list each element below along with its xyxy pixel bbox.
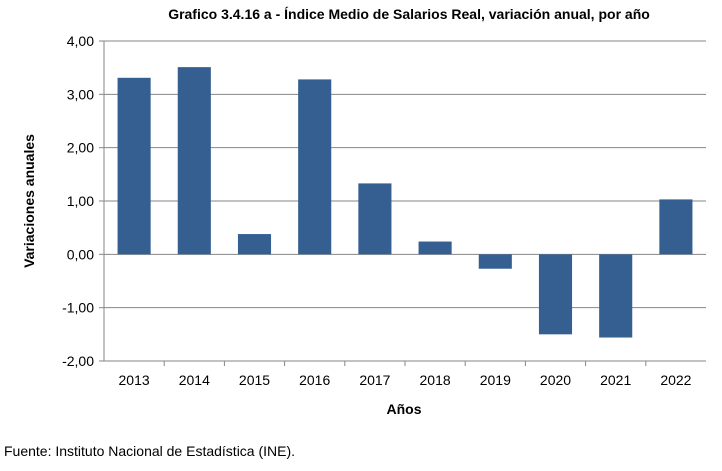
bars [117,67,693,338]
bar-2013 [117,77,151,255]
x-tick-label: 2015 [239,372,270,388]
y-tick-label: 1,00 [67,193,94,209]
x-tick-label: 2020 [540,372,571,388]
x-tick-label: 2022 [660,372,691,388]
y-tick-labels: -2,00 -1,00 0,00 1,00 2,00 3,00 4,00 [62,33,94,369]
source-note: Fuente: Instituto Nacional de Estadístic… [4,443,296,459]
bar-2021 [599,254,633,338]
bar-2014 [177,67,211,255]
x-tick-label: 2013 [119,372,150,388]
y-tick-label: -2,00 [62,353,94,369]
bar-2015 [237,234,272,255]
bar-2020 [538,254,573,335]
bar-2018 [418,241,452,255]
x-tick-label: 2017 [359,372,390,388]
x-tick-label: 2016 [299,372,330,388]
axes [103,41,706,366]
x-tick-label: 2018 [420,372,451,388]
y-tick-label: 2,00 [67,140,94,156]
chart-title: Grafico 3.4.16 a - Índice Medio de Salar… [168,6,650,22]
y-tick-label: -1,00 [62,300,94,316]
bar-2019 [478,254,512,269]
x-tick-label: 2021 [600,372,631,388]
y-axis-title: Variaciones anuales [21,134,37,268]
x-tick-labels: 2013 2014 2015 2016 2017 2018 2019 2020 2021 2022 [119,372,692,388]
y-tick-label: 3,00 [67,86,94,102]
bar-2017 [358,183,392,255]
bar-2022 [659,199,693,255]
x-tick-label: 2019 [480,372,511,388]
y-tick-label: 0,00 [67,246,94,262]
bar-2016 [298,79,332,255]
x-axis-title: Años [387,401,422,417]
y-tick-label: 4,00 [67,33,94,49]
x-tick-label: 2014 [179,372,210,388]
